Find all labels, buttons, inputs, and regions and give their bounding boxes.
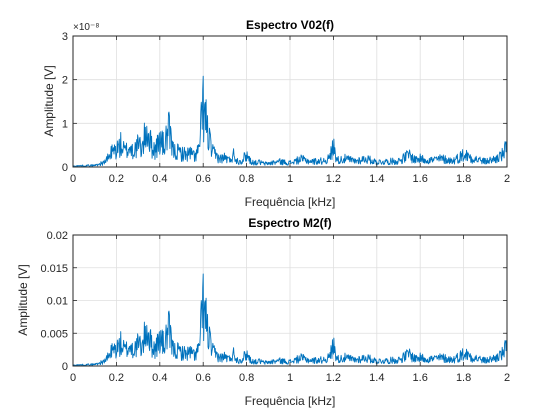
chart-panel-top: 0 0.2 0.4 0.6 0.8 1 1.2 1.4 1.6 1.8 2 0 1 2 3 Espectr… bbox=[42, 18, 510, 209]
x-tick-label: 0.4 bbox=[152, 372, 167, 384]
series-line-top bbox=[72, 75, 508, 168]
x-tick-label: 0.8 bbox=[239, 372, 254, 384]
x-tick-label: 1.4 bbox=[369, 372, 384, 384]
y-tick-label: 3 bbox=[62, 31, 68, 43]
x-tick-label: 0.2 bbox=[109, 372, 124, 384]
y-exponent-label-top: ×10⁻⁸ bbox=[73, 22, 99, 33]
x-axis-label-bottom: Frequência [kHz] bbox=[245, 394, 336, 408]
x-tick-label: 0 bbox=[70, 173, 76, 185]
x-tick-label: 1.8 bbox=[456, 372, 471, 384]
x-ticks-bottom: 0 0.2 0.4 0.6 0.8 1 1.2 1.4 1.6 1.8 2 bbox=[70, 235, 510, 384]
y-tick-label: 0.02 bbox=[47, 230, 68, 242]
x-tick-label: 2 bbox=[504, 173, 510, 185]
y-axis-label-top: Amplitude [V] bbox=[42, 65, 56, 136]
x-tick-label: 0.6 bbox=[196, 173, 211, 185]
y-tick-label: 0.015 bbox=[40, 263, 68, 275]
x-tick-label: 1.4 bbox=[369, 173, 384, 185]
y-ticks-top: 0 1 2 3 bbox=[62, 31, 507, 174]
x-tick-label: 1 bbox=[287, 372, 293, 384]
chart-panel-bottom: 0 0.2 0.4 0.6 0.8 1 1.2 1.4 1.6 1.8 2 0 0.005 0.01 0.… bbox=[16, 216, 510, 408]
x-tick-label: 1.8 bbox=[456, 173, 471, 185]
chart-title-top: Espectro V02(f) bbox=[246, 18, 334, 32]
y-tick-label: 0 bbox=[62, 361, 68, 373]
x-axis-label-top: Frequência [kHz] bbox=[245, 195, 336, 209]
x-tick-label: 1 bbox=[287, 173, 293, 185]
x-tick-label: 1.2 bbox=[326, 173, 341, 185]
x-tick-label: 1.6 bbox=[413, 372, 428, 384]
y-axis-label-bottom: Amplitude [V] bbox=[16, 264, 30, 335]
x-tick-label: 0.6 bbox=[196, 372, 211, 384]
y-tick-label: 2 bbox=[62, 75, 68, 87]
y-tick-label: 0.01 bbox=[47, 296, 68, 308]
x-tick-label: 1.2 bbox=[326, 372, 341, 384]
chart-title-bottom: Espectro M2(f) bbox=[248, 216, 331, 230]
x-tick-label: 0.8 bbox=[239, 173, 254, 185]
x-tick-label: 0 bbox=[70, 372, 76, 384]
series-line-bottom bbox=[72, 273, 508, 367]
x-tick-label: 0.2 bbox=[109, 173, 124, 185]
y-tick-label: 1 bbox=[62, 118, 68, 130]
grid-bottom bbox=[73, 235, 507, 366]
x-ticks-top: 0 0.2 0.4 0.6 0.8 1 1.2 1.4 1.6 1.8 2 bbox=[70, 36, 510, 185]
x-tick-label: 0.4 bbox=[152, 173, 167, 185]
x-tick-label: 1.6 bbox=[413, 173, 428, 185]
y-tick-label: 0.005 bbox=[40, 328, 68, 340]
x-tick-label: 2 bbox=[504, 372, 510, 384]
y-tick-label: 0 bbox=[62, 162, 68, 174]
y-ticks-bottom: 0 0.005 0.01 0.015 0.02 bbox=[40, 230, 507, 373]
